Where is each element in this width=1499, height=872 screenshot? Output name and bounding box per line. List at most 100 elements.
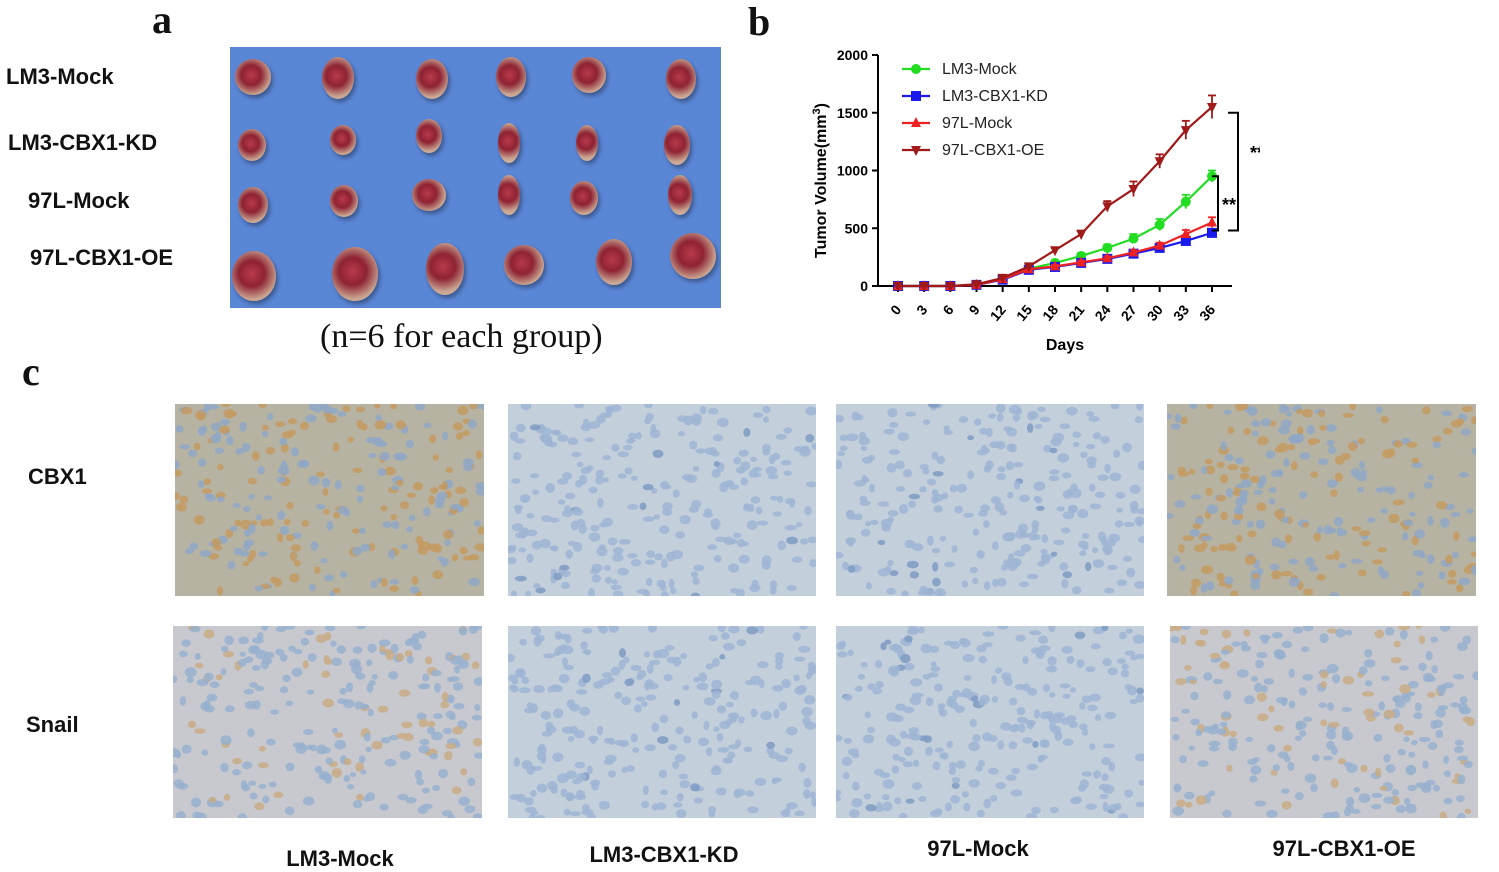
tumor-image: [322, 57, 354, 99]
significance-marker: **: [1250, 143, 1260, 163]
tumor-image: [412, 179, 446, 211]
data-point-97l-mock: [1050, 260, 1060, 271]
tumor-image: [596, 239, 632, 285]
data-point-lm3-cbx1-kd: [1207, 227, 1217, 238]
tumor-image: [664, 125, 690, 165]
ihc-column-label-97l-cbx1-oe: 97L-CBX1-OE: [1272, 836, 1416, 861]
legend-marker: [911, 91, 921, 101]
data-point-lm3-mock: [1180, 196, 1191, 207]
x-axis-label: Days: [1046, 337, 1084, 354]
ihc-image-snail-lm3-mock: [173, 626, 482, 818]
data-point-97l-mock: [1207, 216, 1217, 227]
x-tick-label: 0: [887, 301, 904, 317]
tumor-image: [498, 123, 520, 163]
legend-marker: [911, 117, 921, 127]
tumor-image: [330, 125, 356, 155]
legend-marker: [911, 64, 921, 74]
x-tick-label: 24: [1091, 301, 1113, 323]
data-point-97l-mock: [1180, 228, 1191, 239]
data-point-97l-mock: [1076, 256, 1087, 267]
x-tick-label: 6: [939, 301, 956, 317]
significance-marker: **: [1222, 195, 1236, 215]
data-point-97l-mock: [1154, 239, 1165, 250]
ihc-image-snail-97l-mock: [836, 626, 1144, 818]
tumor-row-label-97l-cbx1-oe: 97L-CBX1-OE: [30, 245, 174, 270]
legend-label: 97L-CBX1-OE: [942, 142, 1044, 159]
ihc-image-cbx1-97l-mock: [836, 404, 1144, 596]
x-tick-label: 12: [987, 301, 1009, 323]
panel-letter-b: b: [748, 0, 771, 44]
data-point-97l-cbx1-oe: [1102, 202, 1113, 213]
tumor-row-label-97l-mock: 97L-Mock: [28, 188, 130, 213]
tumor-image: [235, 59, 271, 95]
data-point-97l-mock: [1128, 246, 1139, 257]
tumor-image: [504, 245, 544, 285]
x-tick-label: 9: [966, 301, 983, 317]
tumor-image: [570, 181, 598, 215]
tumor-row-label-lm3-mock: LM3-Mock: [6, 64, 114, 89]
x-tick-label: 30: [1144, 301, 1166, 323]
x-tick-label: 18: [1039, 301, 1061, 323]
tumor-image: [332, 247, 378, 301]
panel-letter-a: a: [152, 0, 172, 42]
x-tick-label: 3: [913, 301, 930, 317]
legend-marker: [911, 146, 921, 156]
data-point-97l-cbx1-oe: [1128, 184, 1139, 195]
data-point-97l-cbx1-oe: [919, 282, 930, 292]
data-point-97l-cbx1-oe: [997, 273, 1008, 284]
tumor-image: [572, 57, 606, 93]
sample-size-caption: (n=6 for each group): [320, 318, 603, 355]
legend-label: LM3-CBX1-KD: [942, 88, 1048, 105]
data-point-97l-cbx1-oe: [1023, 262, 1034, 273]
tumor-image: [670, 233, 716, 279]
legend-label: LM3-Mock: [942, 61, 1018, 78]
ihc-row-label-cbx1: CBX1: [28, 464, 87, 489]
y-tick-label: 0: [860, 278, 868, 294]
x-tick-label: 21: [1065, 301, 1087, 323]
tumor-image: [232, 251, 276, 301]
tumor-row-label-lm3-cbx1-kd: LM3-CBX1-KD: [8, 130, 158, 155]
y-tick-label: 2000: [837, 47, 868, 63]
data-point-lm3-mock: [1128, 233, 1139, 244]
ihc-column-label-97l-mock: 97L-Mock: [927, 836, 1029, 861]
tumor-photograph: [230, 47, 721, 308]
data-point-97l-cbx1-oe: [1207, 102, 1217, 113]
data-point-97l-cbx1-oe: [1180, 126, 1191, 137]
tumor-image: [666, 59, 696, 99]
data-point-lm3-mock: [1102, 242, 1113, 253]
ihc-column-label-lm3-mock: LM3-Mock: [286, 846, 394, 871]
tumor-image: [238, 129, 266, 161]
panel-letter-c: c: [22, 349, 40, 394]
data-point-97l-cbx1-oe: [945, 282, 956, 292]
ihc-row-label-snail: Snail: [26, 712, 79, 737]
tumor-image: [576, 125, 598, 161]
y-tick-label: 1500: [837, 105, 868, 121]
ihc-column-label-lm3-cbx1-kd: LM3-CBX1-KD: [589, 842, 739, 867]
data-point-97l-cbx1-oe: [1076, 230, 1087, 241]
ihc-image-cbx1-97l-cbx1-oe: [1167, 404, 1476, 596]
tumor-image: [416, 59, 448, 99]
data-point-97l-cbx1-oe: [971, 280, 982, 291]
ihc-image-snail-97l-cbx1-oe: [1170, 626, 1478, 818]
tumor-image: [416, 119, 442, 153]
tumor-image: [238, 187, 268, 223]
tumor-image: [330, 185, 358, 217]
x-tick-label: 27: [1118, 301, 1140, 323]
data-point-97l-cbx1-oe: [893, 282, 903, 292]
y-tick-label: 500: [845, 220, 869, 236]
legend-label: 97L-Mock: [942, 115, 1013, 132]
data-point-97l-cbx1-oe: [1154, 157, 1165, 168]
significance-bracket: [1212, 175, 1219, 232]
data-point-97l-mock: [1102, 252, 1113, 263]
ihc-image-cbx1-lm3-cbx1-kd: [508, 404, 816, 596]
y-tick-label: 1000: [837, 163, 868, 179]
x-tick-label: 15: [1013, 301, 1035, 323]
data-point-lm3-mock: [1154, 219, 1165, 230]
tumor-image: [498, 175, 520, 215]
tumor-image: [426, 243, 464, 295]
y-axis-label: Tumor Volume(mm3): [811, 103, 830, 258]
x-tick-label: 33: [1170, 301, 1192, 323]
data-point-lm3-cbx1-kd: [1180, 235, 1191, 246]
tumor-image: [496, 57, 526, 97]
